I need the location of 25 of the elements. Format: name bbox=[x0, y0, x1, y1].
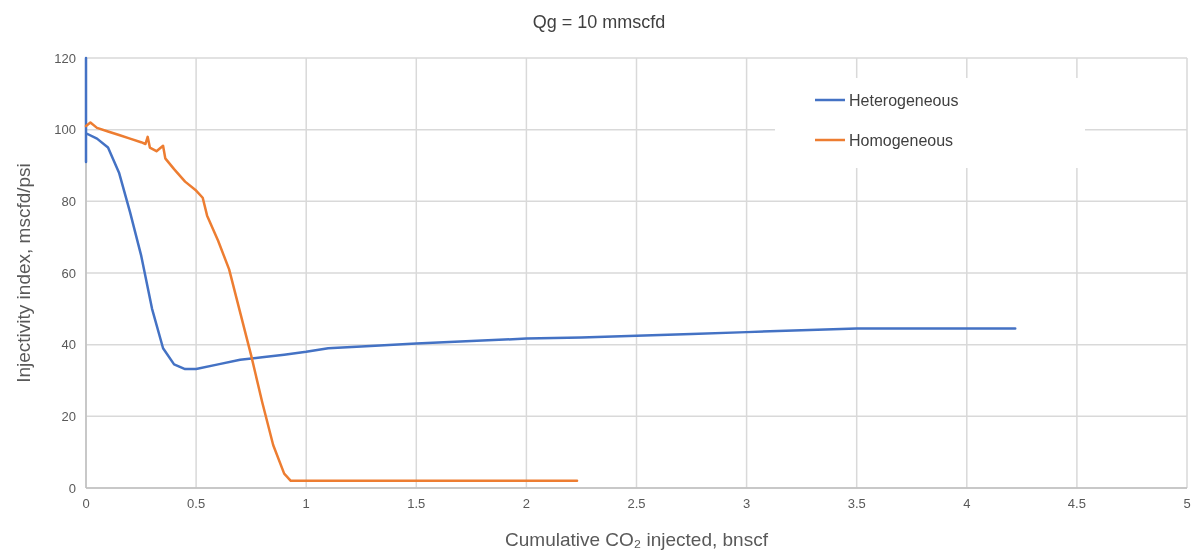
y-tick-label: 100 bbox=[54, 122, 76, 138]
x-tick-label: 4.5 bbox=[1067, 496, 1086, 511]
line-series bbox=[84, 121, 579, 483]
y-tick-label: 60 bbox=[61, 265, 76, 281]
x-tick-label: 3 bbox=[742, 496, 751, 511]
y-tick-label: 0 bbox=[68, 480, 76, 496]
line-series bbox=[84, 56, 1017, 371]
y-tick-label: 20 bbox=[61, 408, 76, 424]
x-tick-label: 2.5 bbox=[627, 496, 646, 511]
y-axis-title: Injectivity index, mscfd/psi bbox=[13, 163, 34, 383]
x-tick-label: 0.5 bbox=[187, 496, 206, 511]
y-tick-label: 120 bbox=[54, 50, 76, 66]
x-axis-title: Cumulative CO₂ injected, bnscf bbox=[505, 529, 769, 550]
x-tick-label: 2 bbox=[522, 496, 531, 511]
x-tick-label: 5 bbox=[1183, 496, 1191, 511]
x-tick-label: 0 bbox=[82, 496, 90, 511]
y-tick-label: 40 bbox=[61, 337, 76, 353]
y-tick-label: 80 bbox=[61, 193, 76, 209]
chart-title: Qg = 10 mmscfd bbox=[532, 12, 666, 32]
x-tick-label: 1.5 bbox=[407, 496, 426, 511]
x-tick-label: 4 bbox=[963, 496, 971, 511]
x-tick-label: 3.5 bbox=[847, 496, 866, 511]
legend-label: Homogeneous bbox=[849, 131, 954, 149]
x-tick-label: 1 bbox=[302, 496, 310, 511]
legend-label: Heterogeneous bbox=[849, 91, 959, 109]
